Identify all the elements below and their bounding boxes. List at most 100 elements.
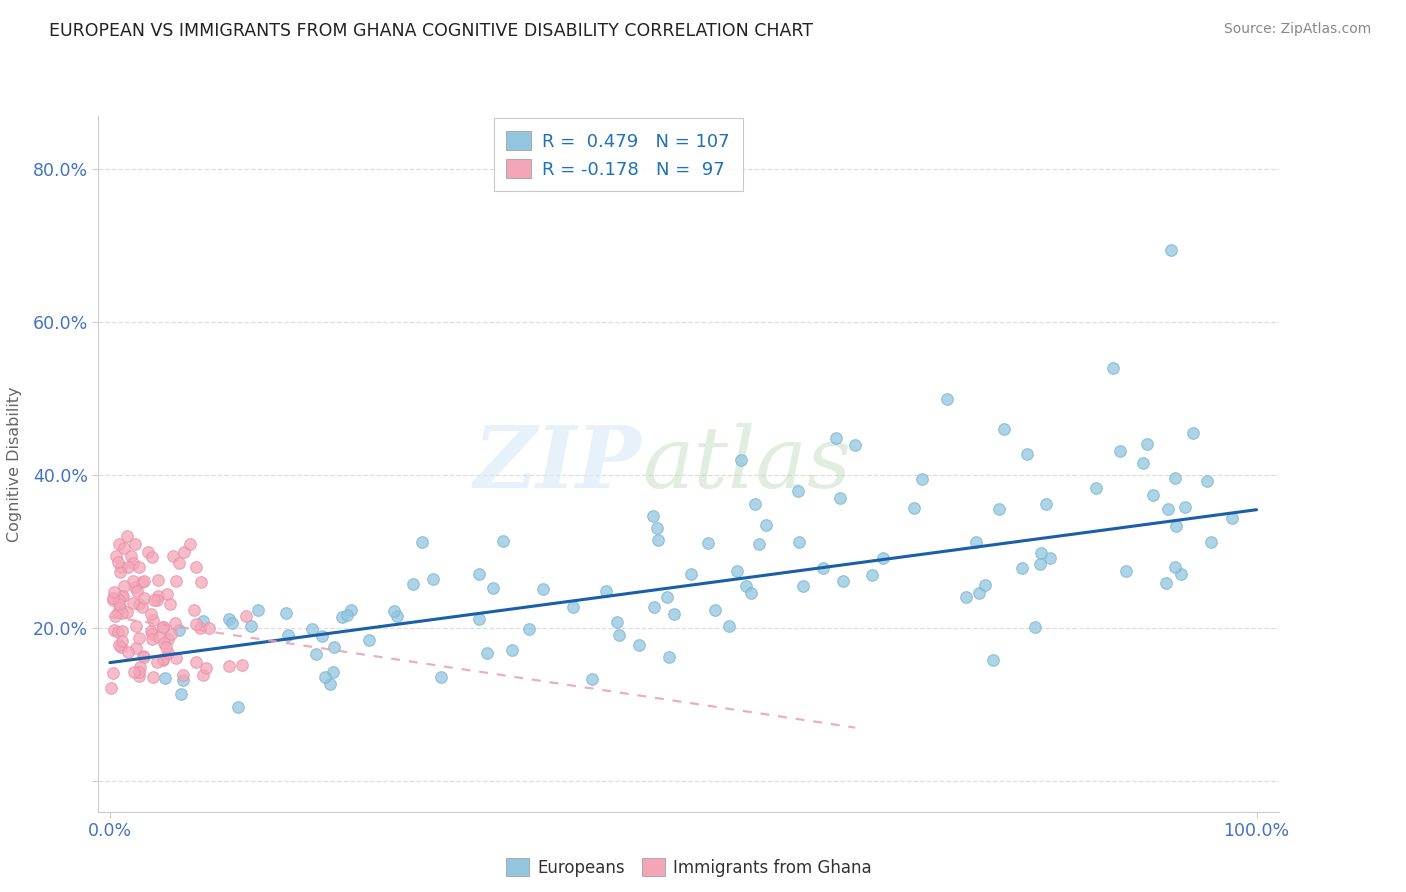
Point <box>247 602 270 616</box>
Point <box>697 536 720 550</box>
Point <box>645 521 668 535</box>
Point <box>1195 474 1218 488</box>
Point <box>128 665 150 680</box>
Point <box>935 392 957 406</box>
Point <box>322 665 344 680</box>
Point <box>277 628 299 642</box>
Point <box>755 518 778 533</box>
Point <box>115 529 138 543</box>
Point <box>301 622 323 636</box>
Point <box>1029 557 1052 571</box>
Point <box>1220 511 1243 525</box>
Point <box>156 632 179 647</box>
Point <box>339 603 361 617</box>
Point <box>735 579 758 593</box>
Point <box>112 541 135 555</box>
Point <box>103 665 125 680</box>
Point <box>860 567 883 582</box>
Y-axis label: Cognitive Disability: Cognitive Disability <box>7 386 21 541</box>
Point <box>475 646 498 660</box>
Legend: Europeans, Immigrants from Ghana: Europeans, Immigrants from Ghana <box>499 851 879 883</box>
Point <box>330 610 353 624</box>
Point <box>198 621 221 635</box>
Point <box>121 556 143 570</box>
Point <box>139 607 162 622</box>
Point <box>111 624 134 638</box>
Point <box>128 559 150 574</box>
Point <box>191 668 214 682</box>
Point <box>872 550 894 565</box>
Point <box>740 585 762 599</box>
Text: Source: ZipAtlas.com: Source: ZipAtlas.com <box>1223 22 1371 37</box>
Point <box>811 561 834 575</box>
Point <box>981 653 1004 667</box>
Point <box>704 603 727 617</box>
Point <box>1166 518 1188 533</box>
Point <box>152 620 174 634</box>
Point <box>1039 551 1062 566</box>
Point <box>160 627 183 641</box>
Point <box>165 616 187 631</box>
Point <box>1102 361 1125 376</box>
Point <box>128 597 150 611</box>
Point <box>627 639 650 653</box>
Point <box>1181 426 1204 441</box>
Point <box>1142 488 1164 502</box>
Point <box>141 624 163 638</box>
Point <box>110 560 132 574</box>
Point <box>1136 437 1159 451</box>
Point <box>647 533 669 547</box>
Point <box>111 634 134 648</box>
Point <box>107 555 129 569</box>
Point <box>190 621 212 635</box>
Point <box>311 630 333 644</box>
Point <box>482 582 505 596</box>
Point <box>108 599 131 614</box>
Point <box>103 584 125 599</box>
Point <box>1084 481 1107 495</box>
Point <box>125 640 148 655</box>
Point <box>172 668 194 682</box>
Point <box>165 574 187 589</box>
Point <box>156 587 179 601</box>
Point <box>124 537 146 551</box>
Point <box>146 593 169 607</box>
Point <box>382 604 405 618</box>
Point <box>1174 500 1197 514</box>
Point <box>1160 243 1182 257</box>
Point <box>107 624 129 639</box>
Point <box>218 659 240 673</box>
Point <box>141 670 163 684</box>
Text: ZIP: ZIP <box>474 422 641 506</box>
Point <box>129 660 152 674</box>
Point <box>422 572 444 586</box>
Point <box>128 669 150 683</box>
Point <box>108 565 131 579</box>
Point <box>218 612 240 626</box>
Point <box>104 608 127 623</box>
Point <box>1029 546 1052 560</box>
Point <box>967 585 990 599</box>
Point <box>832 574 855 588</box>
Point <box>240 619 263 633</box>
Point <box>100 681 122 695</box>
Point <box>190 574 212 589</box>
Point <box>125 618 148 632</box>
Text: EUROPEAN VS IMMIGRANTS FROM GHANA COGNITIVE DISABILITY CORRELATION CHART: EUROPEAN VS IMMIGRANTS FROM GHANA COGNIT… <box>49 22 813 40</box>
Point <box>167 623 190 637</box>
Point <box>903 501 925 516</box>
Point <box>107 592 129 607</box>
Point <box>142 593 165 607</box>
Point <box>655 590 678 604</box>
Point <box>165 650 187 665</box>
Point <box>104 549 127 563</box>
Point <box>468 612 491 626</box>
Point <box>730 453 752 467</box>
Point <box>155 640 177 655</box>
Point <box>170 687 193 701</box>
Point <box>789 534 811 549</box>
Point <box>1164 560 1187 574</box>
Point <box>184 616 207 631</box>
Point <box>184 560 207 574</box>
Point <box>825 431 848 445</box>
